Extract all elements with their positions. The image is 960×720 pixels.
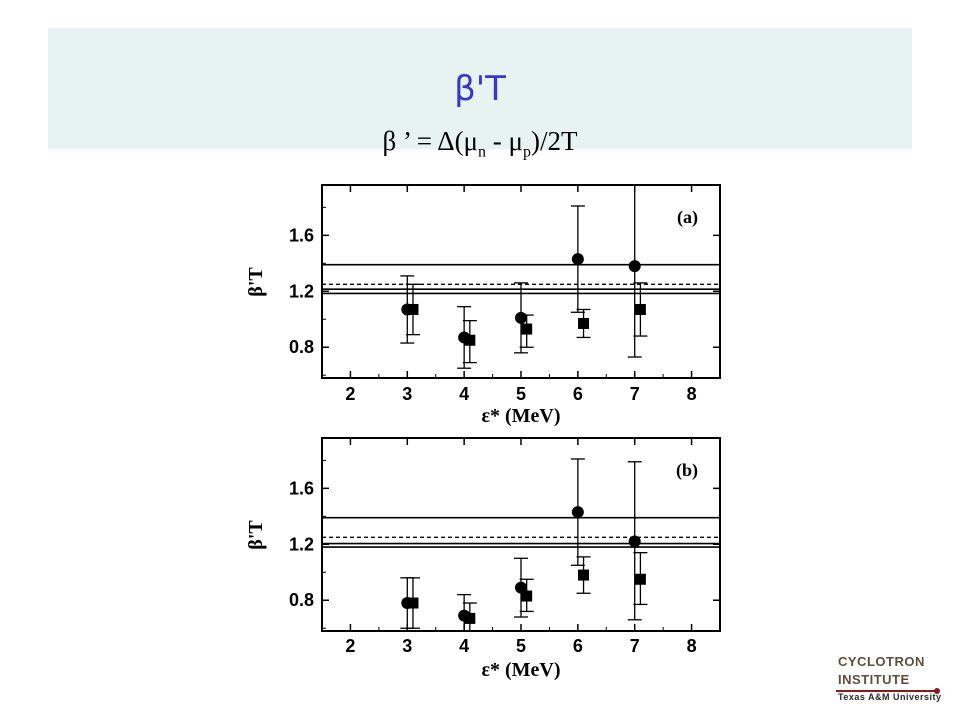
data-point-square (464, 334, 476, 346)
x-tick-label: 3 (402, 636, 412, 656)
y-tick-label: 1.6 (289, 225, 314, 245)
x-tick-label: 4 (459, 636, 469, 656)
x-tick-label: 7 (630, 384, 640, 404)
data-point-circle (515, 311, 527, 324)
y-tick-label: 0.8 (289, 337, 314, 357)
formula-sub-p: p (523, 143, 532, 161)
x-tick-label: 3 (402, 384, 412, 404)
y-tick-label: 1.2 (289, 281, 314, 301)
x-tick-label: 7 (630, 636, 640, 656)
x-tick-label: 2 (345, 636, 355, 656)
logo-line-1: CYCLOTRON (838, 654, 925, 669)
x-axis-label: ε* (MeV) (481, 659, 560, 681)
data-point-square (578, 317, 590, 329)
x-tick-label: 5 (516, 636, 526, 656)
formula-beta: β ’ (382, 126, 410, 156)
cyclotron-institute-logo: CYCLOTRON INSTITUTE Texas A&M University (830, 650, 954, 712)
data-point-circle (571, 253, 584, 266)
data-point-circle (571, 506, 584, 519)
data-point-square (521, 323, 533, 335)
x-tick-label: 8 (687, 636, 697, 656)
x-tick-label: 2 (345, 384, 355, 404)
data-point-square (464, 612, 476, 624)
data-point-square (634, 303, 646, 315)
data-point-circle (628, 535, 641, 548)
formula-sub-n: n (478, 143, 487, 161)
x-tick-label: 6 (573, 636, 583, 656)
x-tick-label: 4 (459, 384, 469, 404)
logo-dot (934, 688, 940, 694)
y-axis-label: β'T (245, 520, 267, 550)
panel-label: (b) (676, 460, 698, 481)
logo-line-3: Texas A&M University (838, 692, 942, 702)
data-point-square (521, 590, 533, 602)
chart-panel-b: 2 3 4 5 6 7 8 0.8 1.2 1.6 (b) ε* (MeV) β'T (245, 437, 721, 681)
logo-line-2: INSTITUTE (838, 672, 910, 687)
data-point-circle (628, 260, 641, 273)
y-tick-label: 0.8 (289, 590, 314, 610)
y-tick-label: 1.2 (289, 534, 314, 554)
x-tick-label: 6 (573, 384, 583, 404)
data-point-square (407, 597, 419, 609)
slide-title: β'T (454, 69, 506, 109)
logo-rule (836, 690, 938, 692)
x-tick-label: 8 (687, 384, 697, 404)
title-band: β'T β ’ = Δ(μn - μp)/2T (48, 28, 912, 160)
chart-panel-a: 2 3 4 5 6 7 8 0.8 1.2 1.6 (a) ε* (MeV) β'T (245, 184, 721, 427)
y-tick-label: 1.6 (289, 478, 314, 498)
panel-label: (a) (677, 207, 698, 228)
x-axis-label: ε* (MeV) (481, 405, 560, 427)
formula-tail: )/2T (531, 126, 578, 156)
data-point-square (578, 569, 590, 581)
formula-minus: - μ (486, 126, 524, 156)
data-point-square (407, 303, 419, 315)
x-tick-label: 5 (516, 384, 526, 404)
data-point-square (634, 573, 646, 585)
y-axis-label: β'T (245, 267, 267, 297)
formula-eq: = Δ(μ (409, 126, 479, 156)
formula: β ’ = Δ(μn - μp)/2T (48, 126, 912, 167)
